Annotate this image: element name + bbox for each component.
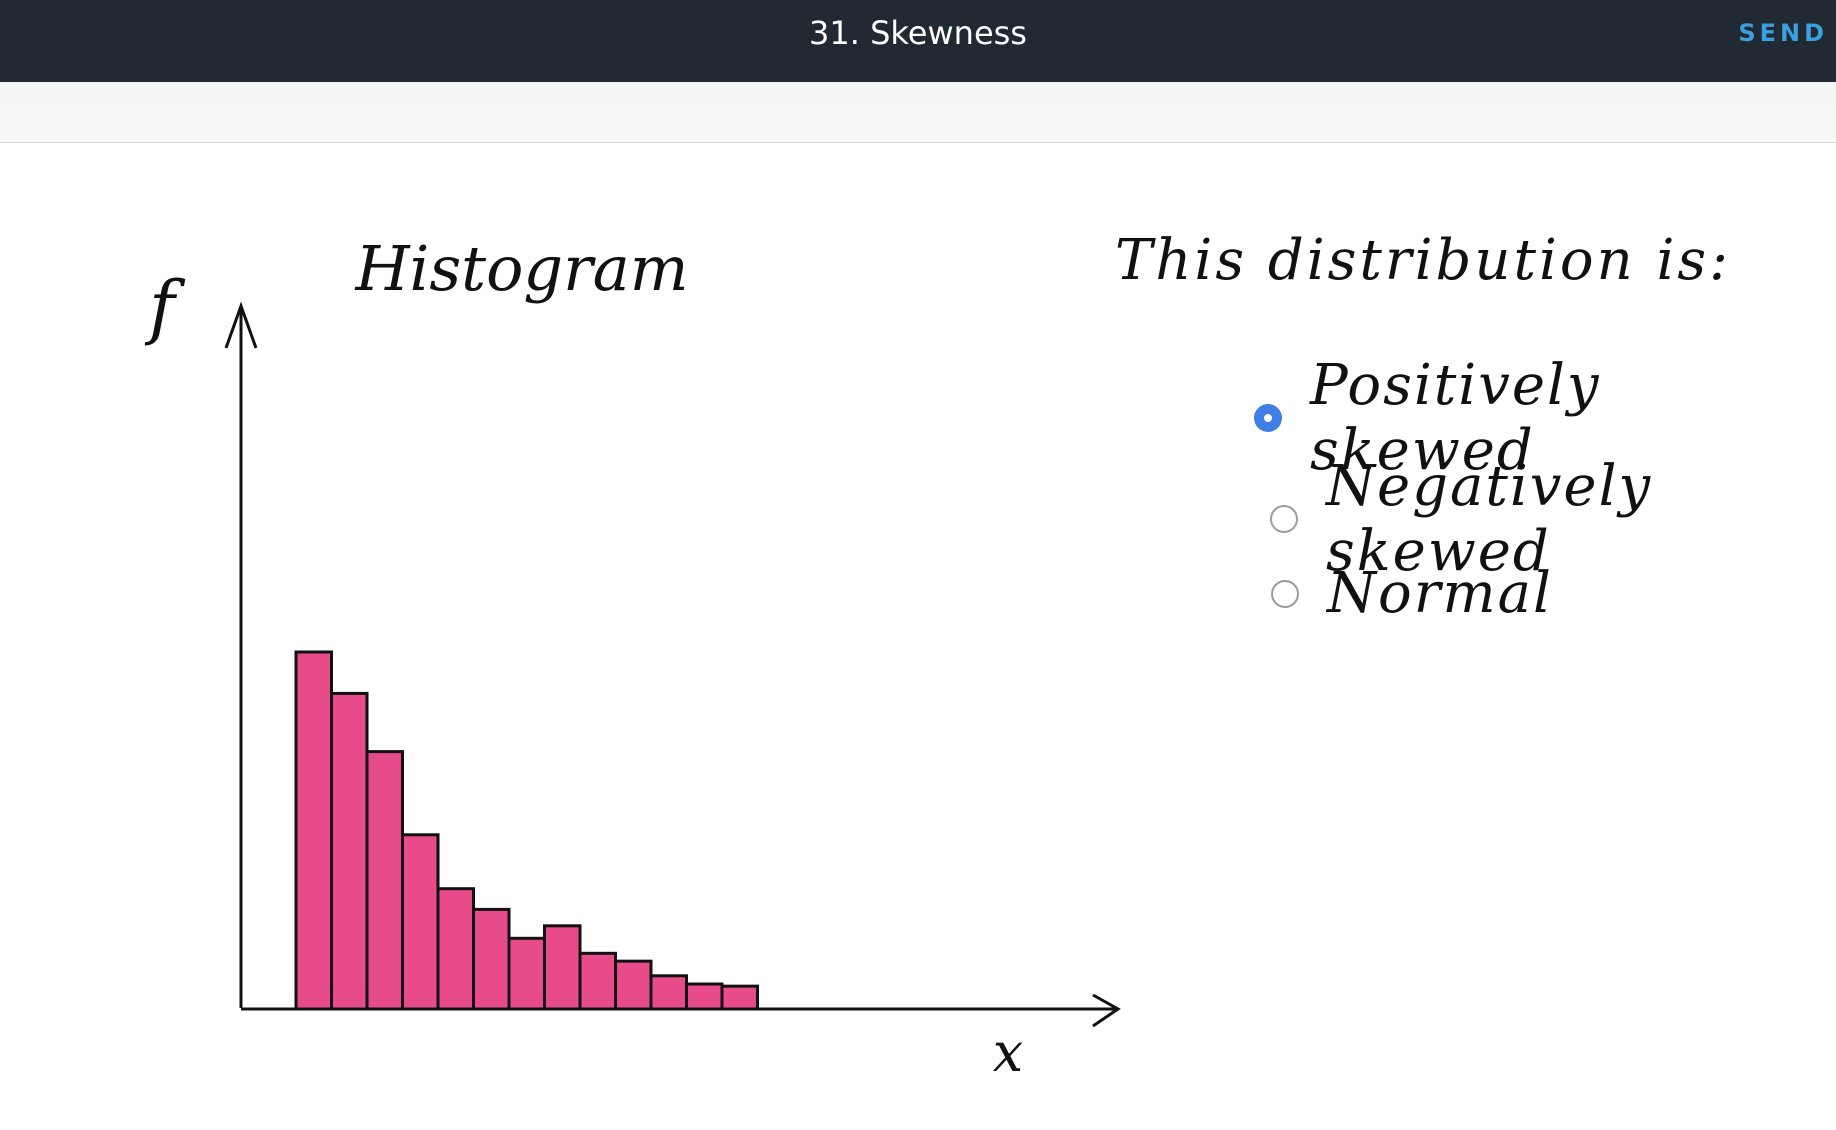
histogram-bar <box>614 959 653 1011</box>
y-axis-arrow <box>224 301 258 349</box>
question-content: Histogram f x This distribution is: Posi… <box>0 143 1836 1130</box>
chart-title: Histogram <box>354 232 688 305</box>
histogram-bar <box>649 974 688 1011</box>
histogram-bar <box>472 907 511 1011</box>
toolbar-strip <box>0 82 1836 143</box>
bars-group <box>294 650 759 1011</box>
histogram-bar <box>507 936 546 1011</box>
x-axis-label: x <box>993 1021 1023 1084</box>
option-positively-skewed[interactable]: Positively skewed <box>1254 353 1836 483</box>
histogram-bar <box>436 887 475 1011</box>
page-title: 31. Skewness <box>809 14 1027 52</box>
option-normal[interactable]: Normal <box>1271 561 1553 626</box>
histogram-bar <box>720 984 759 1011</box>
top-bar: 31. Skewness SEND <box>0 0 1836 82</box>
radio-positively-skewed[interactable] <box>1254 404 1282 432</box>
question-prompt: This distribution is: <box>1115 228 1731 293</box>
option-label: Negatively skewed <box>1326 454 1653 584</box>
y-axis-label: f <box>144 266 186 348</box>
radio-normal[interactable] <box>1271 579 1299 608</box>
histogram-bar <box>330 691 369 1011</box>
histogram-chart: Histogram f x <box>144 232 1121 1084</box>
option-label: Normal <box>1327 561 1553 626</box>
histogram-bar <box>401 833 440 1011</box>
histogram-bar <box>365 750 404 1011</box>
histogram-bar <box>543 924 582 1011</box>
option-negatively-skewed[interactable]: Negatively skewed <box>1270 454 1836 584</box>
radio-negatively-skewed[interactable] <box>1270 505 1298 533</box>
option-label: Positively skewed <box>1310 353 1601 483</box>
x-axis-arrow <box>1092 993 1121 1028</box>
histogram-bar <box>685 982 724 1011</box>
histogram-bar <box>294 650 333 1011</box>
send-button[interactable]: SEND <box>1738 19 1828 47</box>
histogram-bar <box>578 951 617 1011</box>
